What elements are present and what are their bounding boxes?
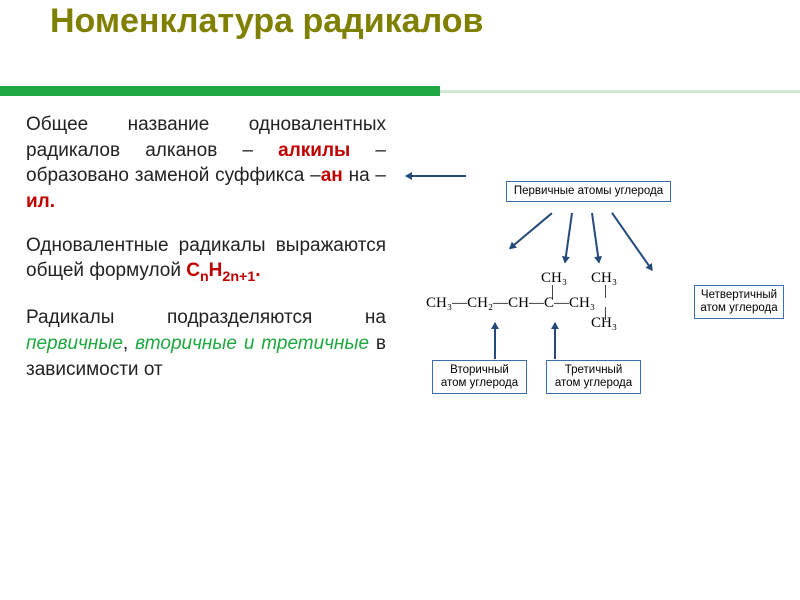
label-secondary: Вторичный атом углерода: [432, 360, 527, 394]
paragraph-1: Общее название одновалентных радикалов а…: [26, 112, 386, 215]
slide: Номенклатура радикалов Общее название од…: [0, 0, 800, 600]
p3-start: Радикалы подразделяются на: [26, 307, 386, 328]
accent-rule: [0, 86, 800, 96]
paragraph-2: Одновалентные радикалы выражаются общей …: [26, 233, 386, 288]
p3-sep1: ,: [123, 333, 135, 354]
paragraph-3: Радикалы подразделяются на первичные, вт…: [26, 305, 386, 382]
p3-and: и: [237, 333, 261, 354]
formula: CnH2n+1.: [186, 260, 260, 281]
label-quaternary: Четвертичный атом углерода: [694, 285, 784, 319]
p1-il: ил.: [26, 191, 55, 212]
formula-C: C: [186, 260, 200, 281]
slide-title: Номенклатура радикалов: [50, 2, 483, 41]
formula-2n1: 2n+1: [222, 269, 255, 285]
p3-secondary: вторичные: [135, 333, 237, 354]
bond-2: |: [604, 283, 607, 300]
formula-dot: .: [255, 260, 260, 281]
arrow-quaternary: [406, 175, 466, 177]
carbon-diagram: Первичные атомы углерода CH₃ CH₃ | | CH₃…: [406, 175, 786, 425]
p3-primary: первичные: [26, 333, 123, 354]
ch3-top-left: CH₃: [541, 270, 567, 287]
p1-alkyl: алкилы: [278, 140, 350, 161]
body-text: Общее название одновалентных радикалов а…: [26, 112, 386, 400]
p3-tertiary: третичные: [261, 333, 369, 354]
arrow-primary-3: [591, 213, 599, 263]
arrow-tertiary: [554, 323, 556, 359]
arrow-primary-4: [611, 213, 652, 271]
arrow-secondary: [494, 323, 496, 359]
carbon-chain: CH₃—CH₂—CH—C—CH₃: [426, 295, 595, 312]
p1-na: на –: [343, 165, 386, 186]
p1-an: ан: [321, 165, 343, 186]
arrow-primary-2: [564, 213, 572, 263]
formula-H: H: [209, 260, 223, 281]
ch3-bottom: CH₃: [591, 315, 617, 332]
formula-n: n: [200, 269, 209, 285]
label-primary: Первичные атомы углерода: [506, 181, 671, 202]
arrow-primary-1: [509, 212, 552, 249]
label-tertiary: Третичный атом углерода: [546, 360, 641, 394]
